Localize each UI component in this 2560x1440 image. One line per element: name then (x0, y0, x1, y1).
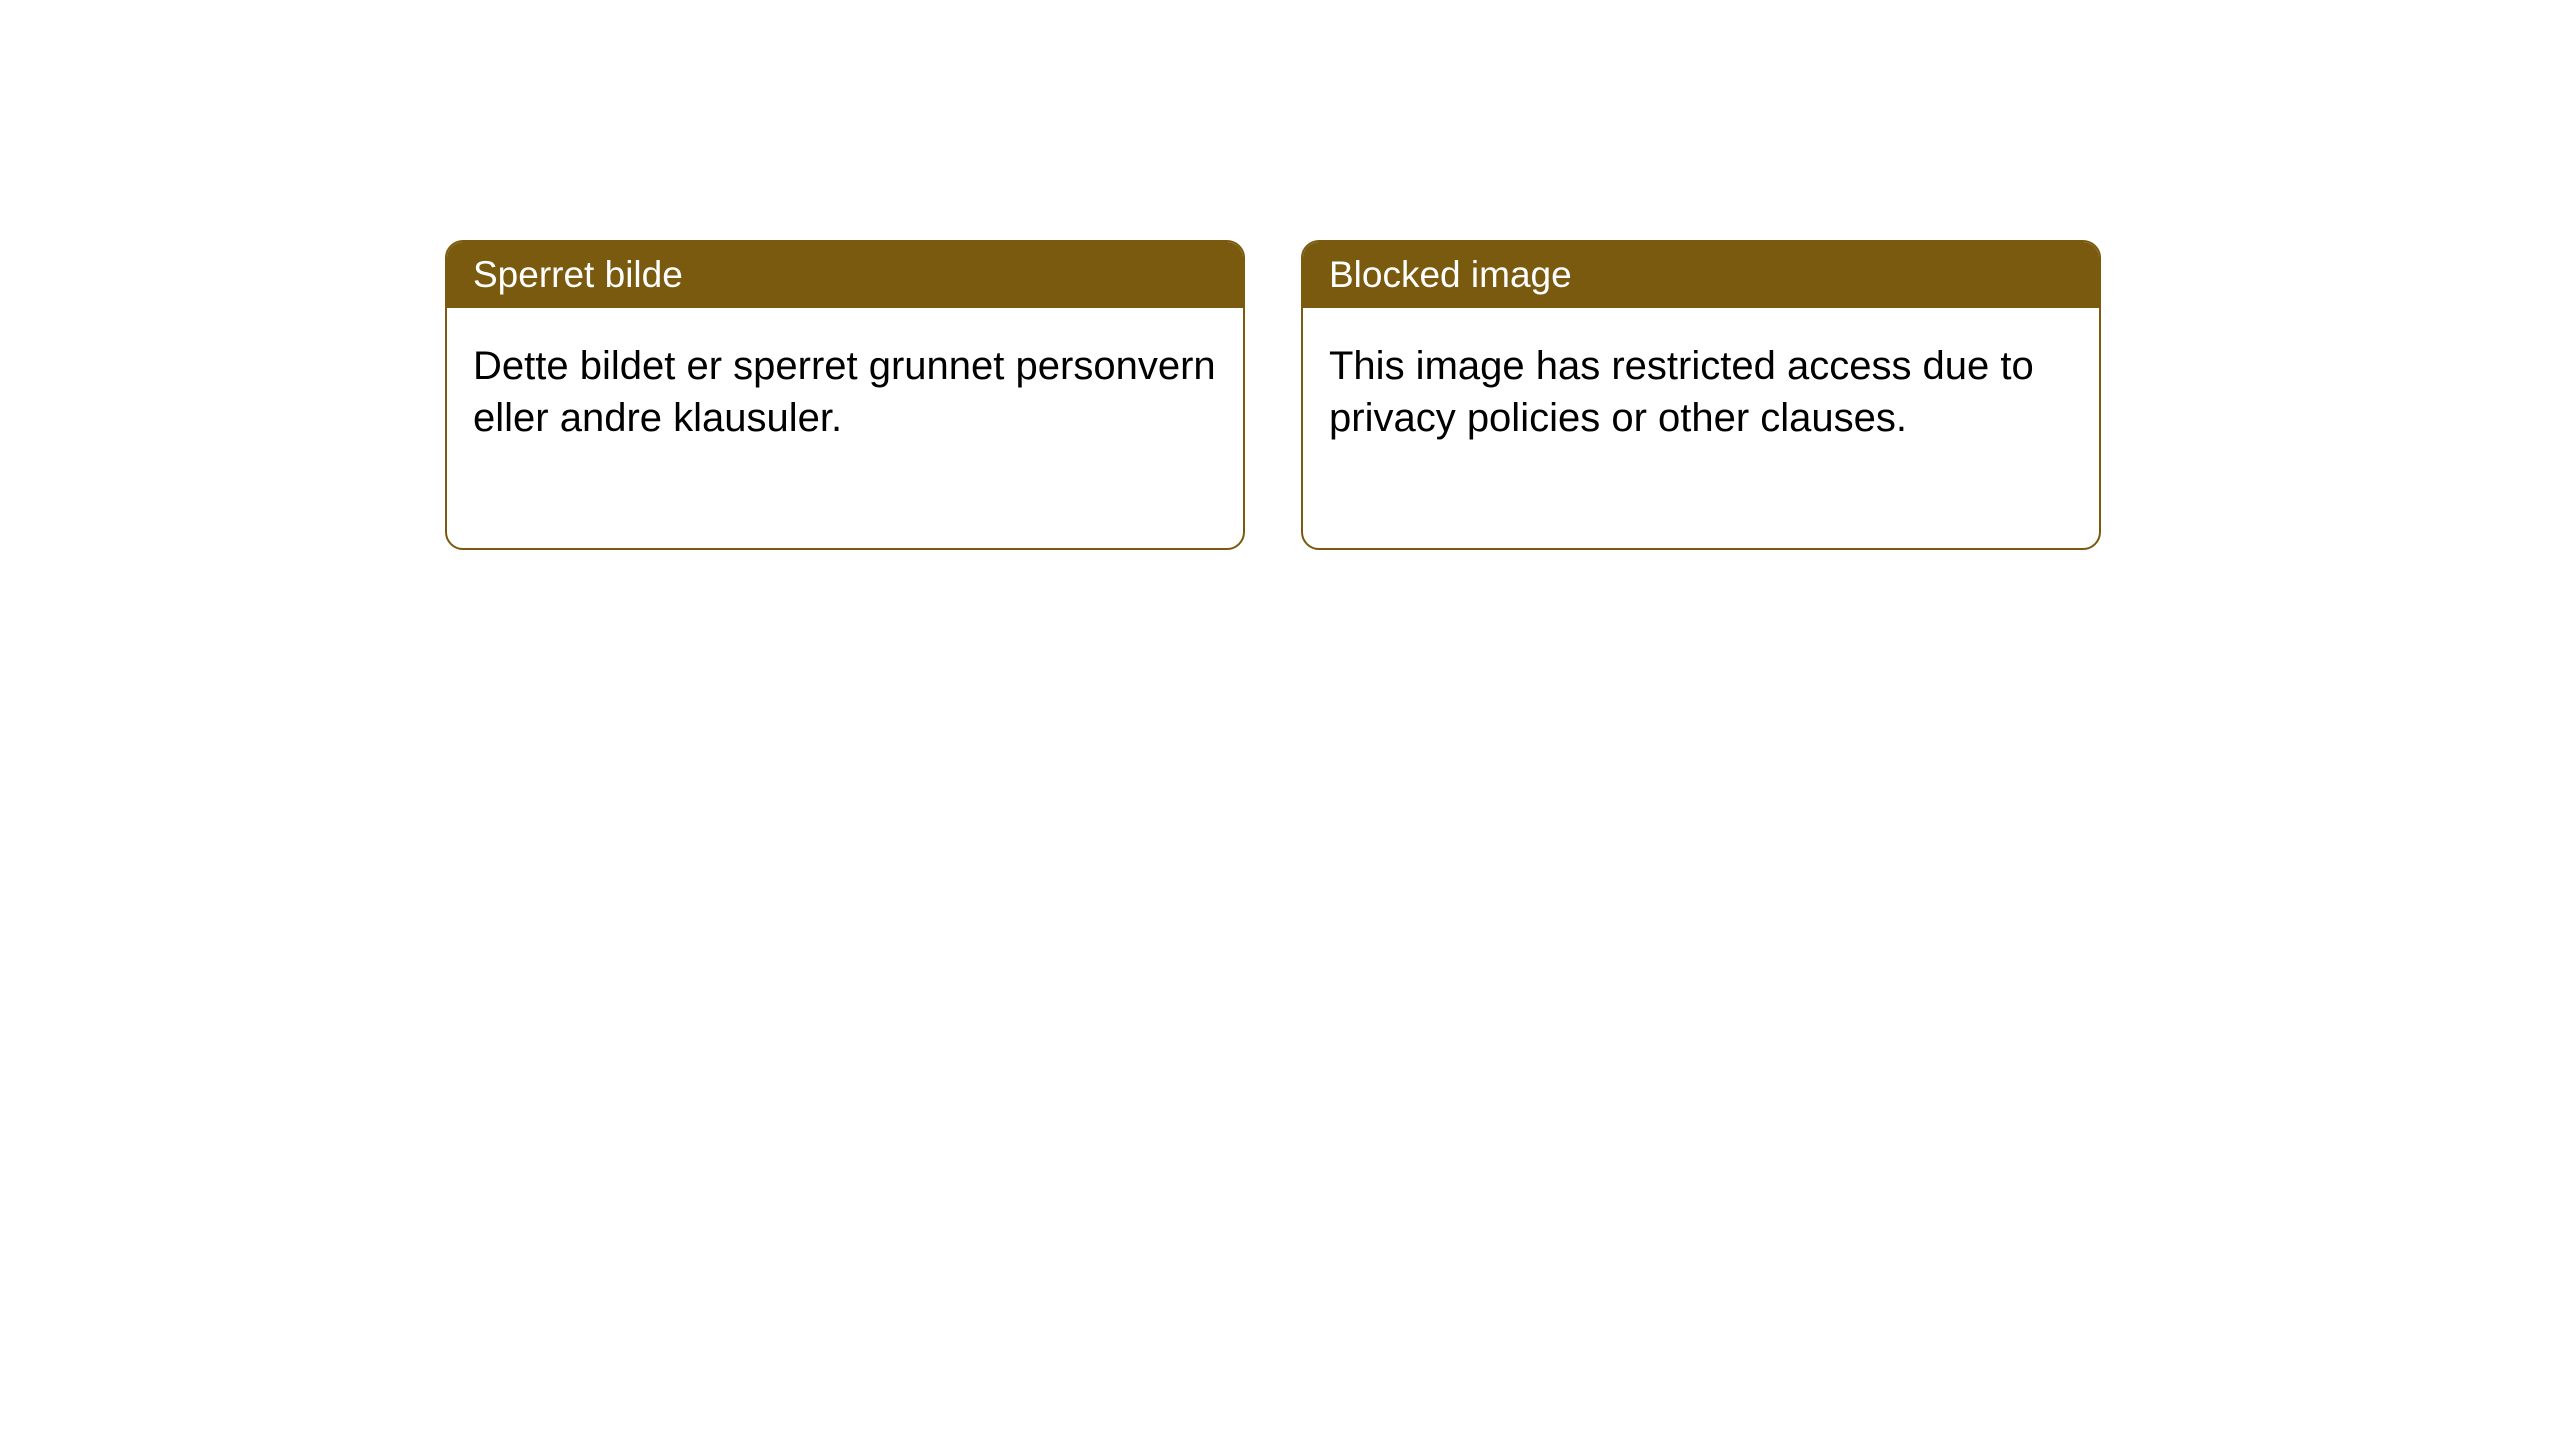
notice-body: Dette bildet er sperret grunnet personve… (447, 308, 1243, 548)
notice-body-text: This image has restricted access due to … (1329, 344, 2034, 440)
notice-title: Blocked image (1329, 254, 1572, 295)
notice-body: This image has restricted access due to … (1303, 308, 2099, 548)
notice-container: Sperret bilde Dette bildet er sperret gr… (445, 240, 2101, 550)
notice-title: Sperret bilde (473, 254, 683, 295)
notice-body-text: Dette bildet er sperret grunnet personve… (473, 344, 1216, 440)
notice-card-norwegian: Sperret bilde Dette bildet er sperret gr… (445, 240, 1245, 550)
notice-header: Blocked image (1303, 242, 2099, 308)
notice-card-english: Blocked image This image has restricted … (1301, 240, 2101, 550)
notice-header: Sperret bilde (447, 242, 1243, 308)
